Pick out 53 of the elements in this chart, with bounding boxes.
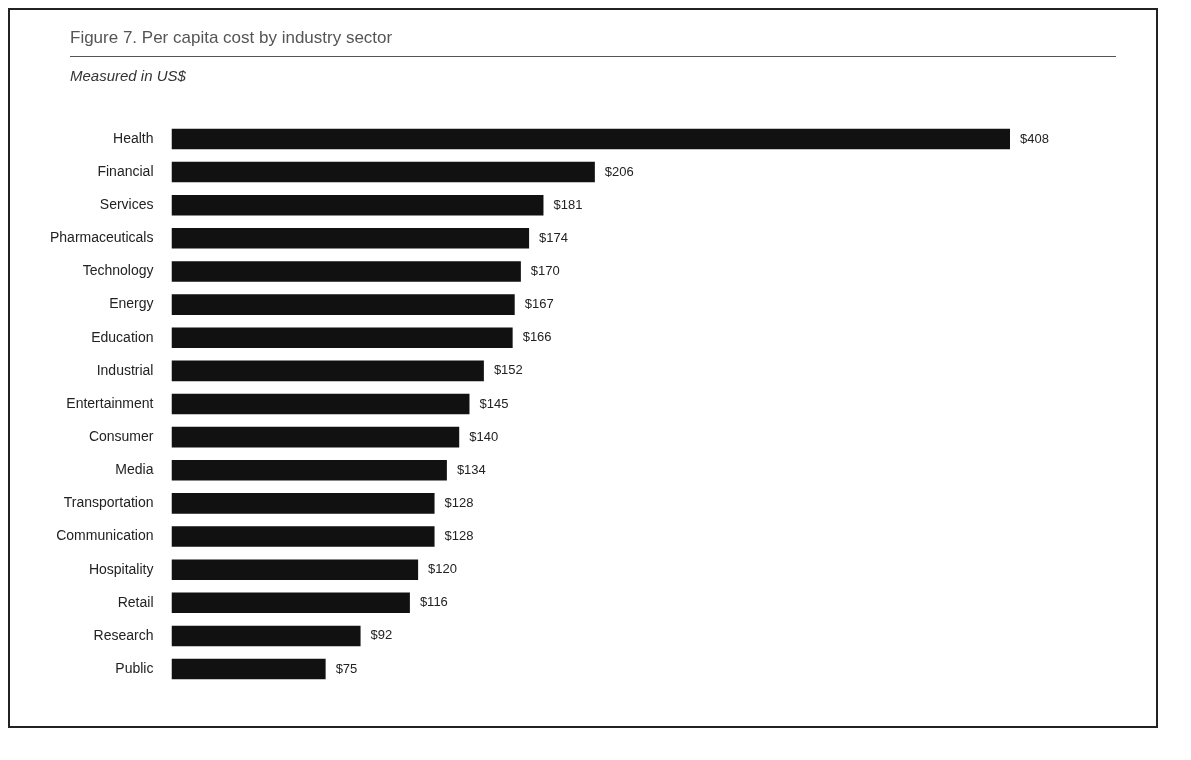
y-tick-label: Consumer (88, 427, 154, 444)
data-label: $152 (493, 362, 523, 378)
y-tick-label: Services (99, 196, 154, 213)
bar (171, 426, 460, 448)
bar (171, 360, 484, 382)
data-label: $174 (539, 229, 569, 245)
bar (171, 261, 521, 282)
bar (171, 194, 544, 216)
data-label: $408 (1020, 130, 1049, 146)
data-label: $181 (553, 196, 583, 212)
bar (171, 128, 1010, 150)
bar (171, 161, 595, 183)
bar (171, 228, 530, 249)
y-tick-label: Research (93, 626, 154, 643)
data-label: $206 (604, 163, 634, 179)
y-tick-label: Transportation (63, 494, 154, 511)
y-tick-label: Retail (117, 593, 154, 610)
bar (171, 658, 326, 680)
chart-subtitle: Measured in US$ (70, 67, 187, 84)
y-tick-label: Public (115, 659, 154, 676)
y-tick-label: Communication (56, 527, 154, 544)
bar (171, 459, 447, 481)
y-tick-label: Energy (109, 295, 154, 312)
bar (171, 393, 470, 415)
data-label: $167 (524, 296, 554, 312)
bar (171, 625, 361, 647)
data-label: $166 (522, 329, 552, 345)
y-tick-label: Health (113, 129, 154, 146)
data-label: $134 (456, 461, 486, 477)
y-tick-label: Hospitality (88, 560, 154, 577)
data-label: $75 (335, 660, 358, 676)
chart-title: Figure 7. Per capita cost by industry sector (70, 28, 1116, 57)
y-tick-label: Industrial (96, 361, 154, 378)
data-label: $140 (469, 428, 499, 444)
data-label: $116 (419, 594, 448, 610)
bar (171, 559, 419, 580)
data-label: $128 (444, 494, 474, 510)
y-tick-label: Pharmaceuticals (49, 229, 154, 246)
bar (171, 526, 435, 547)
bar (171, 294, 515, 315)
data-label: $120 (428, 561, 458, 577)
data-label: $170 (530, 263, 560, 279)
data-label: $145 (479, 395, 509, 411)
y-tick-label: Entertainment (66, 394, 154, 411)
data-label: $92 (370, 627, 393, 643)
bar (171, 493, 435, 514)
y-tick-label: Media (115, 461, 154, 478)
bar (171, 327, 513, 349)
y-tick-label: Financial (97, 162, 154, 179)
data-label: $128 (444, 528, 474, 544)
y-tick-label: Technology (82, 262, 154, 279)
y-tick-label: Education (91, 328, 154, 345)
bar (171, 592, 410, 614)
